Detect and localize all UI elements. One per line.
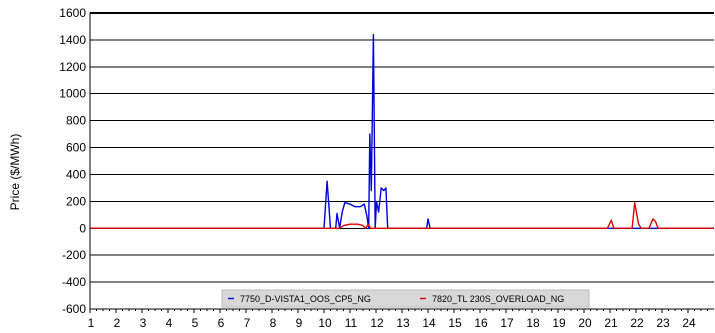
x-tick-label: 12 xyxy=(370,316,384,330)
gridlines xyxy=(90,12,714,310)
y-tick-label: -600 xyxy=(62,302,86,316)
y-axis-label: Price ($/MWh) xyxy=(8,134,22,211)
series-lines xyxy=(90,33,714,230)
x-tick-label: 10 xyxy=(318,316,332,330)
series-line-1 xyxy=(90,33,714,230)
x-tick-label: 23 xyxy=(656,316,670,330)
x-tick-label: 18 xyxy=(526,316,540,330)
legend-label-1: 7750_D-VISTA1_OOS_CP5_NG xyxy=(240,294,371,304)
axes xyxy=(89,12,714,313)
x-tick-label: 3 xyxy=(140,316,147,330)
legend-box xyxy=(221,289,590,308)
x-tick-label: 4 xyxy=(166,316,173,330)
y-tick-label: 200 xyxy=(66,194,86,208)
x-axis-tick-labels: 1 2 3 4 5 6 7 8 9 10 11 12 13 14 15 16 17 18 19 20 21 22 23 24 xyxy=(88,316,696,330)
x-tick-label: 21 xyxy=(604,316,618,330)
x-tick-label: 15 xyxy=(448,316,462,330)
x-tick-label: 8 xyxy=(270,316,277,330)
x-tick-label: 16 xyxy=(474,316,488,330)
y-tick-label: -400 xyxy=(62,275,86,289)
x-tick-label: 17 xyxy=(500,316,514,330)
y-tick-label: 600 xyxy=(66,141,86,155)
series-line-2 xyxy=(90,201,714,230)
y-tick-label: 1600 xyxy=(59,6,86,20)
y-tick-label: 400 xyxy=(66,167,86,181)
x-tick-label: 22 xyxy=(630,316,644,330)
x-tick-label: 9 xyxy=(296,316,303,330)
x-tick-label: 5 xyxy=(192,316,199,330)
legend: 7750_D-VISTA1_OOS_CP5_NG 7820_TL 230S_OVE… xyxy=(221,289,590,308)
x-tick-label: 2 xyxy=(114,316,121,330)
x-tick-label: 19 xyxy=(552,316,566,330)
x-tick-label: 6 xyxy=(218,316,225,330)
y-tick-label: 800 xyxy=(66,114,86,128)
y-tick-label: 1000 xyxy=(59,87,86,101)
y-tick-label: 1200 xyxy=(59,60,86,74)
x-tick-label: 20 xyxy=(578,316,592,330)
x-tick-label: 7 xyxy=(244,316,251,330)
legend-label-2: 7820_TL 230S_OVERLOAD_NG xyxy=(432,294,564,304)
x-tick-label: 14 xyxy=(422,316,436,330)
y-axis-tick-labels: 1600 1400 1200 1000 800 600 400 200 0 -200 -400 -60… xyxy=(59,6,86,316)
y-tick-label: 1400 xyxy=(59,33,86,47)
y-tick-label: 0 xyxy=(79,221,86,235)
x-tick-label: 13 xyxy=(396,316,410,330)
y-tick-label: -200 xyxy=(62,248,86,262)
x-tick-label: 1 xyxy=(88,316,95,330)
x-tick-label: 11 xyxy=(345,316,358,330)
x-tick-label: 24 xyxy=(682,316,696,330)
